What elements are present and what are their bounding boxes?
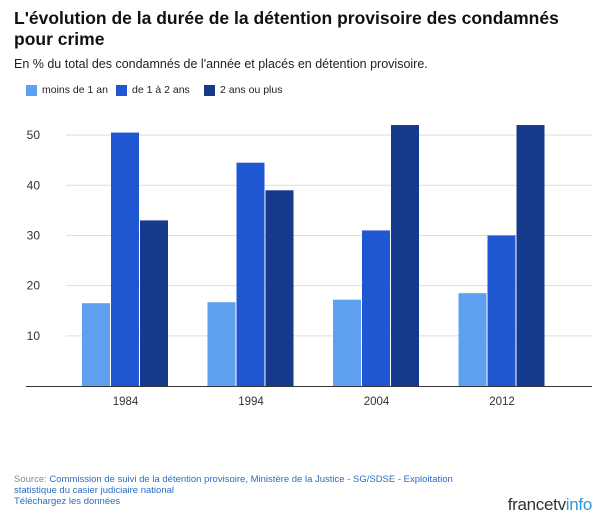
bar-1	[458, 293, 487, 386]
chart-subtitle: En % du total des condamnés de l'année e…	[14, 57, 428, 71]
logo-text-francetv: francetv	[507, 495, 566, 514]
bar-2	[362, 230, 390, 386]
y-tick-label: 20	[27, 279, 41, 293]
francetvinfo-logo[interactable]: francetvinfo	[507, 495, 593, 515]
bar-1	[333, 299, 361, 386]
legend-swatch-series-2	[116, 84, 127, 96]
bar-1	[207, 302, 236, 386]
y-tick-label: 30	[27, 228, 41, 242]
bar-1	[82, 303, 110, 386]
bar-3	[140, 220, 168, 386]
legend-swatch-series-1	[26, 84, 37, 96]
legend-swatch-series-3	[204, 84, 215, 96]
bar-3	[265, 190, 294, 386]
legend-label-series-3: 2 ans ou plus	[220, 84, 283, 96]
legend-label-series-1: moins de 1 an	[42, 84, 108, 96]
source-prefix: Source:	[14, 474, 47, 485]
chart-title: L'évolution de la durée de la détention …	[14, 8, 559, 49]
bar-3	[391, 125, 419, 387]
source-link[interactable]: Commission de suivi de la détention prov…	[14, 474, 453, 496]
bar-2	[111, 132, 139, 386]
x-tick-label: 1984	[113, 396, 139, 408]
x-tick-label: 2004	[364, 396, 390, 408]
legend-item-series-3[interactable]: 2 ans ou plus	[204, 84, 282, 96]
x-tick-label: 2012	[489, 396, 515, 408]
download-data-link[interactable]: Téléchargez les données	[14, 496, 121, 507]
bar-2	[236, 162, 265, 386]
logo-text-info: info	[565, 495, 593, 514]
x-tick-label: 1994	[238, 396, 264, 408]
y-tick-label: 10	[27, 329, 41, 343]
y-tick-label: 50	[27, 128, 41, 142]
y-tick-label: 40	[27, 178, 41, 192]
bar-2	[487, 235, 516, 386]
legend-label-series-2: de 1 à 2 ans	[132, 84, 190, 96]
source-note: Source: Commission de suivi de la détent…	[14, 474, 454, 507]
bar-3	[516, 125, 545, 387]
bar-chart: 10 20 30 40 50 1984 1994 2004 2012	[26, 125, 592, 408]
legend-item-series-1[interactable]: moins de 1 an	[26, 84, 108, 96]
legend-item-series-2[interactable]: de 1 à 2 ans	[116, 84, 190, 96]
